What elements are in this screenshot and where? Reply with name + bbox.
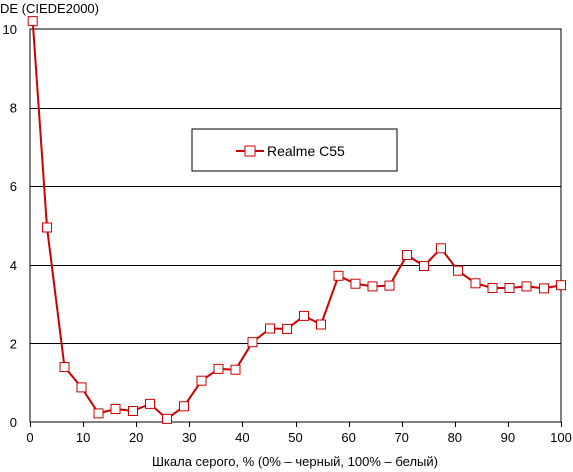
data-point-marker: [162, 413, 172, 424]
y-tick-label: 2: [10, 336, 17, 351]
x-tick-label: 10: [76, 430, 90, 445]
data-point-marker: [350, 278, 361, 289]
data-point-marker: [333, 270, 344, 281]
data-point-marker: [556, 280, 566, 291]
y-tick-label: 10: [3, 22, 17, 37]
x-tick-label: 80: [448, 430, 462, 445]
data-point-marker: [299, 310, 309, 321]
data-point-marker: [247, 337, 258, 348]
legend: Realme C55: [191, 128, 398, 172]
data-point-marker: [110, 404, 121, 414]
x-tick-label: 70: [394, 430, 408, 445]
data-point-marker: [93, 408, 104, 419]
data-point-marker: [384, 280, 395, 291]
series-line: [31, 21, 562, 420]
data-point-marker: [282, 323, 292, 334]
x-tick-label: 0: [26, 430, 33, 445]
legend-marker-square-icon: [244, 145, 256, 157]
data-point-marker: [487, 283, 498, 293]
data-point-marker: [436, 243, 446, 254]
data-point-marker: [179, 401, 189, 412]
data-point-marker: [402, 250, 412, 260]
data-point-marker: [145, 398, 155, 409]
y-axis-title: DE (CIEDE2000): [0, 1, 99, 16]
y-tick-label: 8: [10, 101, 17, 116]
x-tick-label: 90: [501, 430, 515, 445]
data-point-marker: [367, 281, 378, 292]
data-point-marker: [316, 319, 326, 330]
data-point-marker: [504, 283, 515, 293]
x-tick-label: 30: [182, 430, 196, 445]
x-tick-label: 20: [129, 430, 143, 445]
data-point-marker: [196, 375, 207, 386]
data-point-marker: [27, 16, 38, 27]
x-tick-label: 60: [341, 430, 355, 445]
data-point-marker: [521, 281, 532, 292]
x-tick-label: 100: [550, 430, 572, 445]
grid-lines: [30, 108, 561, 344]
x-axis-title: Шкала серого, % (0% – черный, 100% – бел…: [152, 454, 438, 469]
data-point-marker: [213, 363, 224, 374]
y-tick-label: 4: [10, 258, 17, 273]
data-point-marker: [59, 362, 70, 372]
legend-label: Realme C55: [267, 143, 345, 159]
x-tick-label: 50: [288, 430, 302, 445]
plot-area-frame: [29, 28, 562, 423]
data-point-marker: [419, 261, 429, 271]
data-point-marker: [470, 278, 481, 289]
legend-box: [191, 128, 398, 172]
y-tick-label: 6: [10, 179, 17, 194]
data-point-marker: [76, 382, 87, 393]
y-tick-label: 0: [10, 415, 17, 430]
data-point-marker: [453, 265, 463, 276]
data-point-marker: [128, 406, 138, 416]
data-point-marker: [42, 222, 52, 233]
data-point-marker: [539, 283, 549, 294]
y-axis-ticks: 0 2 4 6 8 10: [3, 22, 17, 430]
x-tick-label: 40: [235, 430, 249, 445]
series-realme-c55: [27, 16, 566, 424]
data-point-marker: [230, 364, 241, 375]
x-axis-ticks: 0 10 20 30 40 50 60 70 80 90 100: [26, 422, 572, 445]
data-point-marker: [265, 323, 275, 334]
